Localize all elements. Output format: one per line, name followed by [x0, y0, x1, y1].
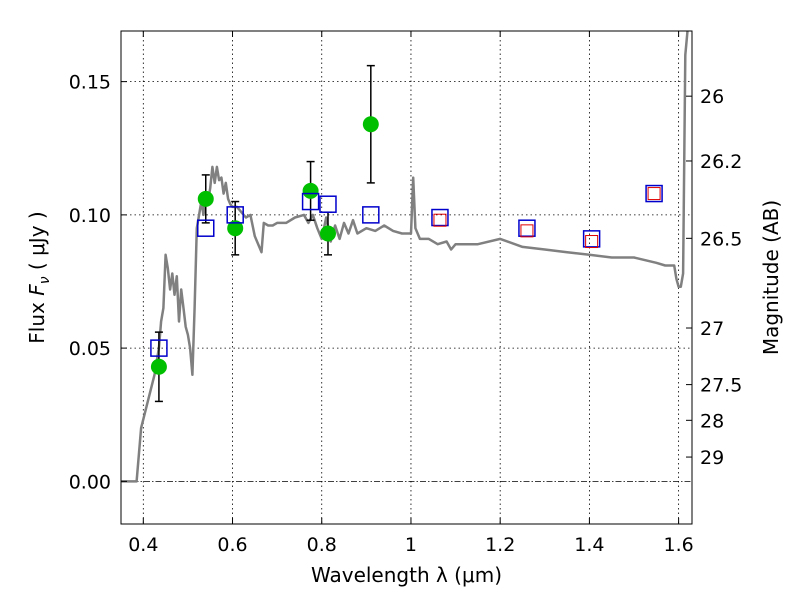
observed-flux-point — [197, 190, 214, 207]
y-axis-label-prefix: Flux — [25, 296, 49, 344]
model-flux-point — [362, 206, 380, 224]
y2-tick-label: 27.5 — [700, 375, 742, 397]
upper-limit-point — [585, 235, 599, 249]
x-tick-label: 0.4 — [128, 534, 158, 556]
model-flux-point — [301, 192, 320, 211]
y2-tick-label: 26.5 — [700, 228, 742, 250]
y-axis-label: Flux Fν ( μJy ) — [25, 211, 53, 343]
observed-flux-point — [302, 182, 319, 199]
y-axis-label-subscript: ν — [37, 276, 53, 284]
y-tick-label: 0.15 — [69, 72, 111, 94]
model-flux-point — [645, 184, 663, 203]
y2-tick-label: 26.2 — [700, 151, 742, 173]
plot-frame — [120, 30, 693, 525]
y-tick-label: 0.00 — [69, 471, 111, 493]
observed-flux-point — [319, 225, 336, 242]
model-flux-point — [226, 206, 244, 224]
x-axis-ticks: 0.4 0.6 0.8 1 1.2 1.4 1.6 — [128, 31, 694, 556]
model-flux-point — [150, 339, 168, 357]
upper-limit-point — [433, 213, 447, 227]
model-spectrum-series — [121, 30, 689, 483]
x-tick-label: 1.4 — [574, 534, 604, 556]
y-axis-label-suffix: ( μJy ) — [25, 211, 49, 276]
y-axis-label-symbol: F — [25, 284, 49, 296]
model-flux-point — [582, 230, 601, 248]
observed-flux-point — [227, 220, 244, 237]
x-tick-label: 0.8 — [307, 534, 337, 556]
x-tick-label: 0.6 — [217, 534, 247, 556]
y-tick-label: 0.05 — [69, 338, 111, 360]
x-tick-label: 1.6 — [664, 534, 694, 556]
model-spectrum-line — [121, 30, 689, 483]
gridlines — [121, 31, 692, 524]
upper-limit-point — [647, 187, 661, 201]
model-flux-point — [431, 208, 449, 227]
observed-flux-point — [150, 358, 167, 375]
x-axis-label: Wavelength λ (μm) — [311, 563, 502, 587]
y2-tick-label: 29 — [700, 447, 724, 469]
x-tick-label: 1 — [405, 534, 417, 556]
y-tick-label: 0.10 — [69, 205, 111, 227]
y2-tick-label: 28 — [700, 410, 724, 432]
upper-limit-point — [520, 224, 534, 238]
observed-flux-point — [362, 116, 379, 133]
y2-axis-ticks: 26 26.2 26.5 27 27.5 28 29 — [686, 86, 742, 469]
y-axis-ticks: 0.00 0.05 0.10 0.15 — [69, 72, 127, 493]
photometry-markers — [150, 64, 663, 403]
y2-tick-label: 27 — [700, 318, 724, 340]
model-flux-point — [518, 219, 536, 237]
x-tick-label: 1.2 — [485, 534, 515, 556]
y2-tick-label: 26 — [700, 86, 724, 108]
model-flux-point — [197, 219, 215, 237]
model-flux-point — [319, 195, 337, 213]
y2-axis-label: Magnitude (AB) — [759, 200, 783, 355]
